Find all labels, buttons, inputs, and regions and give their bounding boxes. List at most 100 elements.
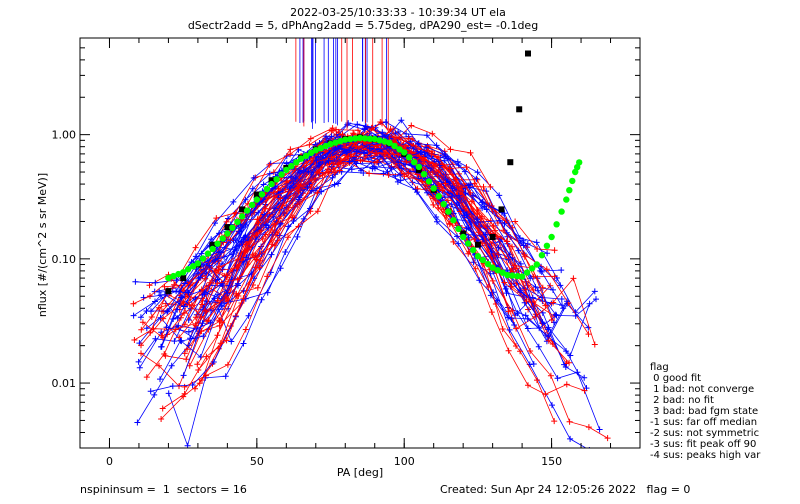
data-point-marker <box>525 382 531 389</box>
data-point-marker <box>189 382 196 388</box>
data-point-marker <box>474 176 481 183</box>
data-point-marker <box>414 185 421 192</box>
fit-green-point <box>214 240 221 247</box>
data-point-marker <box>158 343 164 350</box>
fit-green-point <box>425 178 433 185</box>
data-point-marker <box>553 312 560 319</box>
data-point-marker <box>434 218 440 225</box>
data-point-marker <box>147 388 154 395</box>
data-point-marker <box>505 308 512 315</box>
data-point-marker <box>277 195 284 202</box>
fit-green-point <box>352 135 359 142</box>
data-point-marker <box>285 234 291 241</box>
data-point-marker <box>509 307 516 314</box>
y-axis-label: nflux [#/(cm^2 s sr MeV)] <box>36 173 49 317</box>
data-point-marker <box>527 348 534 354</box>
data-point-marker <box>517 289 524 296</box>
fit-green-point <box>430 185 437 192</box>
data-point-marker <box>554 375 561 382</box>
data-point-marker <box>208 236 215 243</box>
fit-green-point <box>376 137 383 144</box>
plot-layer <box>130 38 611 448</box>
data-point-marker <box>513 325 520 332</box>
data-point-marker <box>256 264 263 271</box>
data-point-marker <box>379 129 386 136</box>
data-point-marker <box>196 380 203 387</box>
data-point-marker <box>355 127 361 134</box>
data-point-marker <box>230 198 237 205</box>
data-point-marker <box>234 276 241 283</box>
data-point-marker <box>350 130 357 137</box>
fit-green-point <box>194 260 202 267</box>
data-point-marker <box>492 227 499 234</box>
data-point-marker <box>253 236 260 243</box>
data-point-marker <box>530 361 537 367</box>
data-point-marker <box>511 262 518 269</box>
data-point-marker <box>245 312 252 319</box>
data-point-marker <box>501 279 508 286</box>
data-point-marker <box>362 125 369 132</box>
data-point-marker <box>405 169 412 176</box>
data-point-marker <box>151 391 158 398</box>
data-point-marker <box>134 419 141 426</box>
data-point-marker <box>192 253 199 260</box>
y-tick-label: 0.01 <box>52 377 77 390</box>
fit-green-point <box>528 265 536 272</box>
data-point-marker <box>181 321 188 328</box>
data-point-marker <box>214 291 221 298</box>
data-point-marker <box>192 244 199 251</box>
data-point-marker <box>223 272 230 279</box>
fit-green-point <box>518 273 526 280</box>
data-point-marker <box>192 314 199 321</box>
data-point-marker <box>314 208 321 215</box>
fit-black-point <box>489 234 496 240</box>
data-point-marker <box>249 185 256 192</box>
axes-layer: 0 50 100 150 0.01 0.10 1.00 <box>52 37 641 468</box>
fit-green-point <box>273 176 280 183</box>
data-point-marker <box>604 435 611 442</box>
fit-green-point <box>204 250 212 257</box>
legend-title: flag <box>650 362 669 373</box>
data-point-marker <box>585 331 592 338</box>
data-point-marker <box>552 311 559 318</box>
fit-black-point <box>224 224 231 231</box>
fit-green-point <box>391 142 398 150</box>
fit-green-point <box>504 271 511 279</box>
x-tick-label: 100 <box>394 455 415 468</box>
data-point-marker <box>558 296 565 302</box>
data-point-marker <box>544 326 551 333</box>
data-point-marker <box>181 280 188 287</box>
data-point-marker <box>228 338 235 345</box>
data-point-marker <box>232 237 239 244</box>
data-point-marker <box>564 298 571 305</box>
data-point-marker <box>476 277 483 284</box>
fit-green-point <box>170 272 177 280</box>
data-point-marker <box>157 314 164 321</box>
y-tick-label: 1.00 <box>52 129 77 142</box>
data-point-marker <box>227 237 234 244</box>
fit-green-point <box>569 177 576 185</box>
fit-green-point <box>342 136 349 143</box>
data-point-marker <box>152 279 159 286</box>
data-point-marker <box>414 189 420 196</box>
data-point-marker <box>335 161 342 168</box>
data-point-marker <box>138 342 144 349</box>
data-point-marker <box>566 418 573 425</box>
footer-left: nspininsum = 1 sectors = 16 <box>80 483 247 496</box>
data-point-marker <box>244 241 251 248</box>
data-point-marker <box>534 377 540 384</box>
data-point-marker <box>423 182 430 189</box>
data-point-marker <box>258 296 265 303</box>
data-point-marker <box>551 418 558 425</box>
fit-green-point <box>543 242 551 249</box>
data-point-marker <box>168 362 175 369</box>
data-point-marker <box>462 190 469 197</box>
data-point-marker <box>467 149 474 156</box>
data-point-marker <box>254 284 261 291</box>
data-point-marker <box>214 280 221 287</box>
data-point-marker <box>447 220 454 227</box>
data-point-marker <box>366 170 373 177</box>
data-point-marker <box>489 277 496 284</box>
data-point-marker <box>240 340 247 347</box>
spectrum-trace <box>134 137 544 341</box>
